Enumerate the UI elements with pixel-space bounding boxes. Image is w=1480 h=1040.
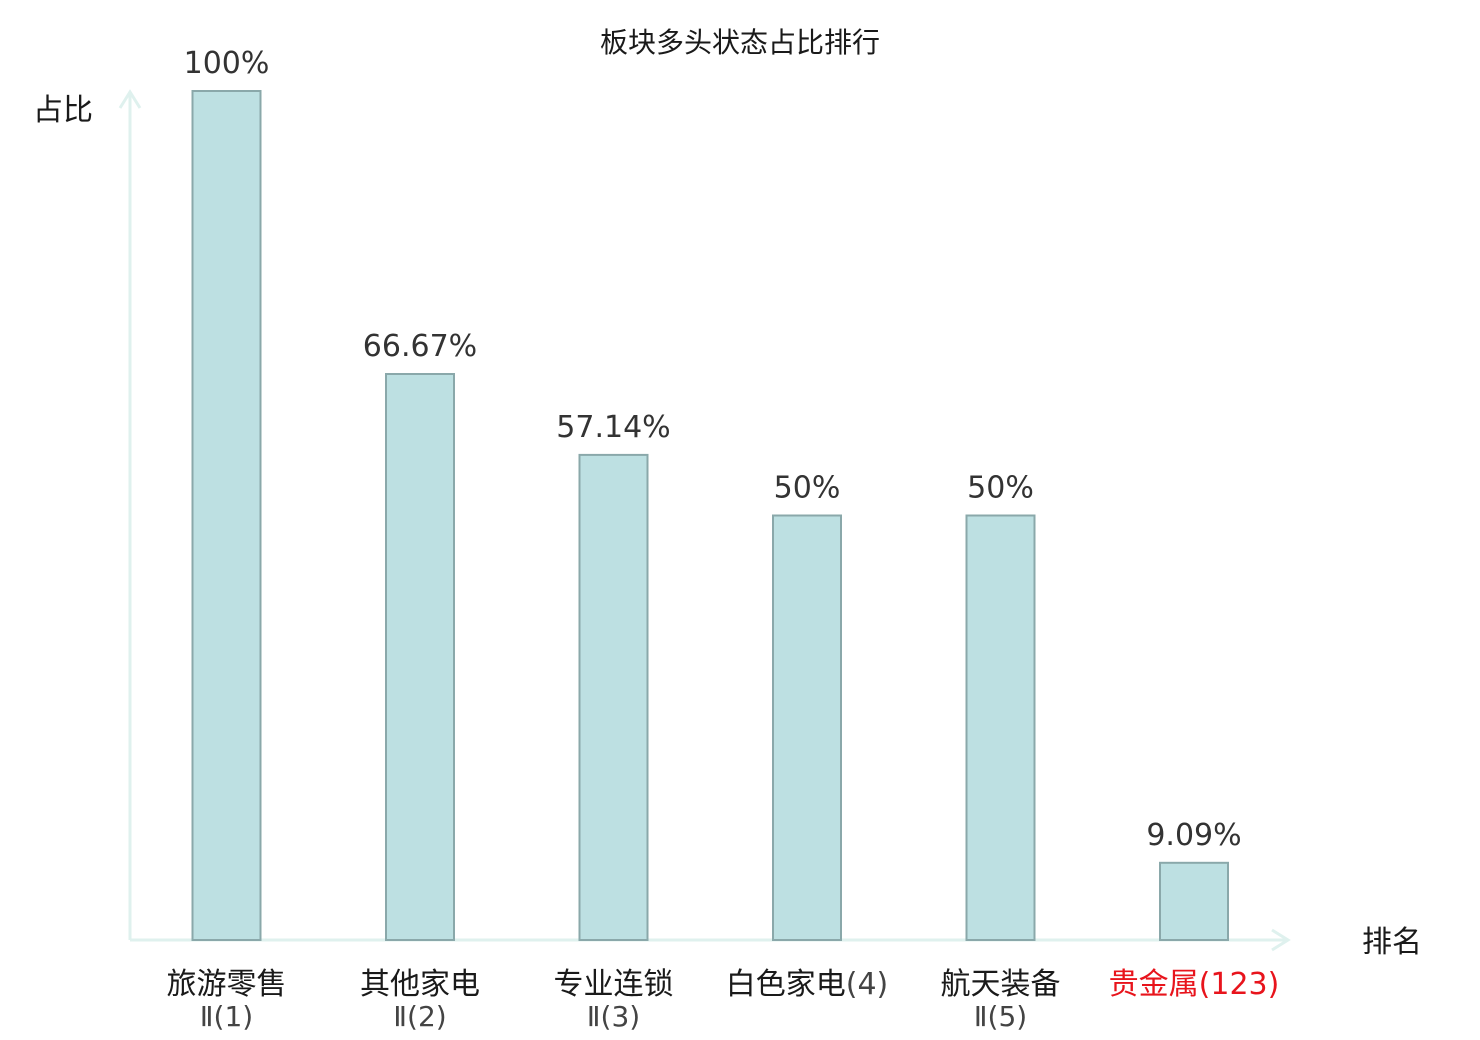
x-tick-rank: (123) bbox=[1199, 967, 1280, 1002]
x-tick-rank: (4) bbox=[846, 967, 889, 1002]
value-label-2: 66.67% bbox=[363, 329, 477, 364]
x-axis-label: 排名 bbox=[1362, 925, 1422, 960]
x-tick-label-6: 贵金属(123) bbox=[1109, 967, 1280, 1002]
chart-title: 板块多头状态占比排行 bbox=[600, 26, 880, 59]
bar-2 bbox=[385, 373, 455, 941]
x-tick-rank-3: Ⅱ(3) bbox=[587, 1000, 640, 1033]
value-labels-group: 100% 66.67% 57.14% 50% 50% 9.09% bbox=[184, 46, 1242, 853]
y-axis-arrow bbox=[118, 89, 142, 109]
bars-group bbox=[191, 90, 1229, 941]
bar-3 bbox=[578, 453, 649, 941]
x-tick-rank-5: Ⅱ(5) bbox=[974, 1000, 1027, 1033]
x-tick-name-1: 旅游零售 bbox=[167, 967, 287, 1002]
x-tick-name-5: 航天装备 bbox=[941, 967, 1061, 1002]
x-tick-name: 贵金属 bbox=[1109, 967, 1199, 1002]
bar-1 bbox=[191, 90, 262, 941]
x-axis-arrow bbox=[1271, 928, 1291, 952]
y-axis-label: 占比 bbox=[33, 93, 93, 128]
bar-5 bbox=[965, 514, 1036, 941]
value-label-1: 100% bbox=[184, 46, 270, 81]
x-tick-label-4: 白色家电(4) bbox=[726, 967, 889, 1002]
value-label-6: 9.09% bbox=[1146, 818, 1241, 853]
value-label-5: 50% bbox=[967, 471, 1034, 506]
x-tick-name-3: 专业连锁 bbox=[554, 967, 674, 1002]
value-label-3: 57.14% bbox=[556, 410, 670, 445]
value-label-4: 50% bbox=[774, 471, 841, 506]
bar-4 bbox=[772, 514, 842, 941]
bar-6 bbox=[1159, 861, 1229, 941]
x-tick-rank-2: Ⅱ(2) bbox=[393, 1000, 446, 1033]
x-tick-6: 贵金属(123) bbox=[1109, 967, 1280, 1002]
x-tick-name: 白色家电 bbox=[726, 967, 846, 1002]
axes bbox=[118, 89, 1291, 952]
x-tick-4: 白色家电(4) bbox=[726, 967, 889, 1002]
x-tick-name-2: 其他家电 bbox=[360, 967, 480, 1002]
x-tick-rank-1: Ⅱ(1) bbox=[200, 1000, 253, 1033]
